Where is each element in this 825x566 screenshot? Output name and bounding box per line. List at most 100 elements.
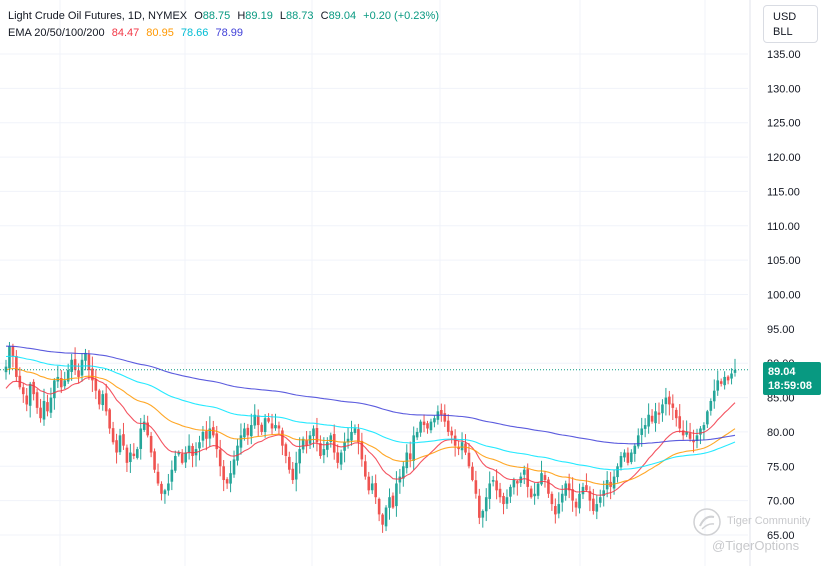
candle-body <box>723 376 726 386</box>
candle-body <box>15 355 18 377</box>
candle-body <box>32 381 35 395</box>
candle-body <box>63 380 67 387</box>
candle-body <box>35 392 39 408</box>
candle-body <box>395 483 398 507</box>
candle-body <box>135 449 139 458</box>
candle-body <box>522 469 526 475</box>
y-tick-label: 95.00 <box>767 324 795 336</box>
candle-body <box>616 466 619 478</box>
candle-body <box>263 418 267 432</box>
candle-body <box>201 431 205 441</box>
candle-body <box>332 434 336 453</box>
candle-body <box>488 483 491 499</box>
ema200-line <box>6 345 736 445</box>
candle-body <box>453 435 457 446</box>
y-tick-label: 130.00 <box>767 83 801 95</box>
candle-body <box>574 501 578 508</box>
candle-body <box>284 444 288 456</box>
candle-body <box>588 491 592 501</box>
ema-label[interactable]: EMA 20/50/100/200 <box>8 27 105 39</box>
candle-body <box>536 483 540 496</box>
candle-body <box>719 381 723 384</box>
ema-legend: EMA 20/50/100/200 84.47 80.95 78.66 78.9… <box>8 27 247 39</box>
candle-body <box>184 452 187 463</box>
candle-body <box>433 418 436 423</box>
candle-body <box>471 466 474 481</box>
candle-body <box>91 368 94 381</box>
candle-body <box>129 452 132 463</box>
candle-body <box>180 453 184 463</box>
candle-body <box>132 453 136 456</box>
candle-body <box>502 496 505 505</box>
change-value: +0.20 (+0.23%) <box>363 10 439 22</box>
candle-body <box>322 449 326 456</box>
candle-body <box>467 452 471 467</box>
candle-body <box>602 490 606 496</box>
candle-body <box>122 434 125 446</box>
candle-body <box>685 431 688 435</box>
candle-body <box>692 440 695 443</box>
candle-body <box>49 397 53 413</box>
candle-body <box>674 409 678 419</box>
candle-body <box>412 435 415 461</box>
candle-body <box>281 430 284 446</box>
candle-body <box>173 455 177 471</box>
candle-body <box>664 397 668 405</box>
candle-body <box>595 504 599 512</box>
candle-body <box>108 409 111 429</box>
candle-body <box>77 370 80 377</box>
y-tick-label: 100.00 <box>767 290 801 302</box>
candle-body <box>460 442 464 451</box>
currency-unit-button[interactable]: USD BLL <box>763 5 818 43</box>
candle-body <box>484 497 488 512</box>
candle-body <box>564 483 568 496</box>
candle-body <box>712 390 716 402</box>
candle-body <box>422 421 426 426</box>
ema20-line <box>5 376 736 496</box>
candle-body <box>291 468 295 481</box>
candle-body <box>578 493 581 509</box>
y-tick-label: 85.00 <box>767 393 795 405</box>
candle-body <box>661 404 664 414</box>
candle-body <box>350 431 353 441</box>
candle-body <box>250 425 253 437</box>
candle-body <box>84 352 87 361</box>
candle-body <box>253 414 257 426</box>
candle-body <box>643 425 647 429</box>
candle-body <box>464 443 467 453</box>
candle-body <box>339 452 343 465</box>
candle-body <box>405 452 409 469</box>
candle-body <box>94 378 98 391</box>
candle-body <box>733 369 737 373</box>
candle-body <box>446 420 450 432</box>
y-tick-label: 75.00 <box>767 461 795 473</box>
candle-body <box>115 440 118 453</box>
candle-body <box>370 483 374 491</box>
candle-body <box>8 346 11 369</box>
watermark-brand: Tiger Community <box>727 515 811 527</box>
tiger-logo-icon <box>693 508 721 536</box>
candle-body <box>374 483 377 498</box>
candle-body <box>543 475 547 481</box>
y-tick-label: 115.00 <box>767 186 800 198</box>
y-tick-label: 105.00 <box>767 255 801 267</box>
candle-body <box>346 438 350 443</box>
open-value: O88.75 <box>194 10 231 22</box>
low-value: L88.73 <box>279 10 314 22</box>
candle-body <box>498 488 502 498</box>
candle-body <box>681 430 685 436</box>
candle-body <box>450 430 453 436</box>
candle-body <box>647 414 650 427</box>
candle-body <box>398 476 402 483</box>
candle-body <box>39 407 42 419</box>
candle-body <box>66 370 70 382</box>
candle-body <box>495 480 498 491</box>
candle-body <box>654 411 657 424</box>
candle-body <box>187 445 191 453</box>
candle-body <box>177 452 181 455</box>
candle-body <box>153 451 156 470</box>
candle-body <box>384 507 388 527</box>
candle-body <box>630 452 633 463</box>
symbol-title[interactable]: Light Crude Oil Futures, 1D, NYMEX <box>8 10 188 22</box>
